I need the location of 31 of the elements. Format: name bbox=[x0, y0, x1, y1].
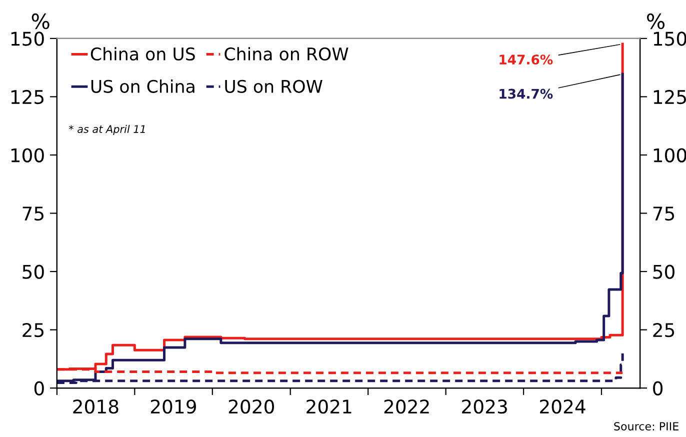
y-tick-label: 0 bbox=[34, 381, 44, 396]
x-tick-label: 2019 bbox=[150, 400, 196, 414]
x-tick-label: 2018 bbox=[73, 400, 118, 414]
y2-tick-label: 50 bbox=[653, 264, 674, 279]
legend-label: China on US bbox=[90, 47, 195, 61]
y-axis-title: % bbox=[32, 13, 50, 30]
x-tick-label: 2022 bbox=[384, 400, 429, 414]
annotation: * as at April 11 bbox=[68, 124, 145, 136]
annotation: 147.6% bbox=[500, 54, 553, 65]
y-tick-label: 75 bbox=[22, 206, 44, 221]
x-tick-label: 2023 bbox=[462, 400, 507, 414]
x-tick-label: 2020 bbox=[228, 400, 274, 414]
y2-tick-label: 25 bbox=[653, 322, 674, 338]
legend-label: US on ROW bbox=[225, 80, 322, 93]
y-tick-label: 125 bbox=[11, 90, 44, 104]
y2-tick-label: 150 bbox=[654, 32, 686, 46]
x-tick-label: 2024 bbox=[540, 400, 586, 414]
source-note: Source: PIIE bbox=[614, 422, 678, 430]
y2-tick-label: 0 bbox=[653, 381, 663, 396]
y-tick-label: 150 bbox=[11, 32, 44, 46]
annotation: 134.7% bbox=[500, 88, 553, 99]
y-tick-label: 25 bbox=[22, 322, 44, 338]
x-tick-label: 2021 bbox=[306, 400, 352, 414]
y2-tick-label: 125 bbox=[654, 90, 686, 104]
legend-label: China on ROW bbox=[224, 47, 348, 61]
y2-tick-label: 100 bbox=[654, 148, 686, 162]
y2-axis-title: % bbox=[647, 13, 665, 30]
y2-tick-label: 75 bbox=[653, 206, 674, 221]
y-tick-label: 50 bbox=[22, 264, 44, 279]
legend-label: US on China bbox=[91, 80, 194, 93]
y-tick-label: 100 bbox=[11, 148, 44, 162]
